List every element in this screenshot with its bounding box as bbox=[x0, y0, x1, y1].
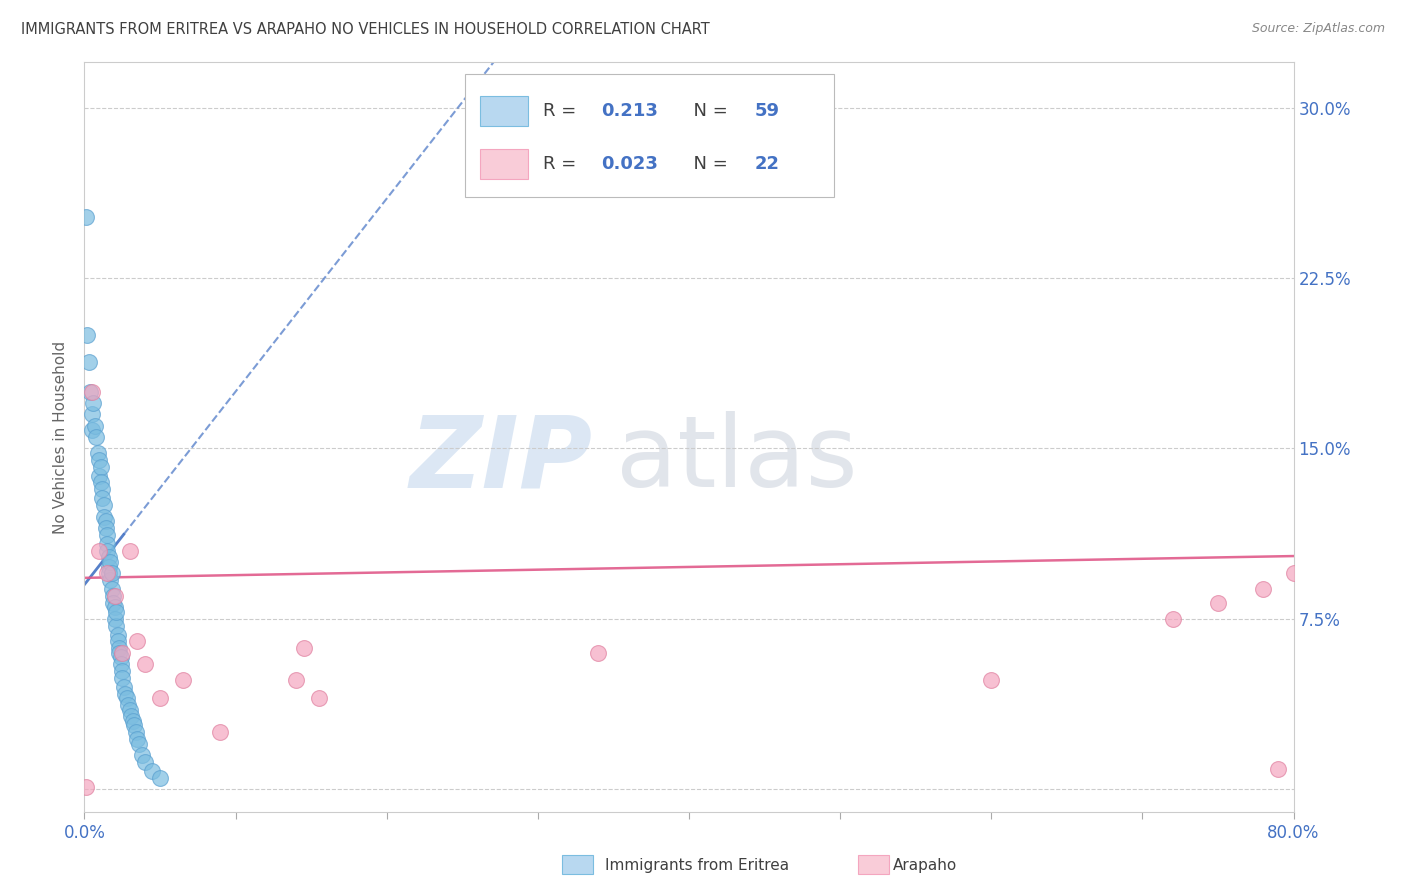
Point bbox=[80, 408, 103, 422]
Point bbox=[118, 543, 141, 558]
Point bbox=[94, 514, 117, 528]
Point bbox=[127, 732, 149, 747]
Point bbox=[97, 559, 120, 574]
Point bbox=[120, 709, 142, 723]
Point bbox=[90, 459, 112, 474]
Point bbox=[141, 764, 163, 778]
Point bbox=[97, 550, 120, 565]
Point bbox=[79, 384, 101, 399]
Point bbox=[111, 664, 134, 678]
Point bbox=[76, 327, 98, 342]
Text: R =: R = bbox=[543, 103, 582, 120]
Text: N =: N = bbox=[682, 103, 733, 120]
Point bbox=[292, 641, 315, 656]
Point bbox=[89, 468, 111, 483]
Point bbox=[112, 680, 135, 694]
Point bbox=[77, 355, 100, 369]
Point bbox=[122, 718, 145, 732]
Point bbox=[104, 612, 127, 626]
Point bbox=[111, 671, 134, 685]
Point bbox=[131, 747, 153, 762]
Point bbox=[101, 596, 124, 610]
Point bbox=[588, 646, 610, 660]
Point bbox=[172, 673, 194, 687]
Point bbox=[96, 543, 118, 558]
Point bbox=[93, 509, 115, 524]
Point bbox=[108, 646, 131, 660]
Point bbox=[149, 771, 172, 785]
Text: atlas: atlas bbox=[616, 411, 858, 508]
Text: R =: R = bbox=[543, 154, 582, 172]
Text: ZIP: ZIP bbox=[409, 411, 592, 508]
Point bbox=[107, 627, 129, 641]
Point bbox=[98, 555, 121, 569]
Point bbox=[97, 566, 120, 581]
Point bbox=[118, 702, 141, 716]
Text: Immigrants from Eritrea: Immigrants from Eritrea bbox=[605, 858, 789, 872]
Point bbox=[111, 646, 134, 660]
Point bbox=[128, 737, 150, 751]
Point bbox=[90, 475, 112, 490]
Point bbox=[117, 698, 139, 712]
Point bbox=[107, 634, 129, 648]
Text: IMMIGRANTS FROM ERITREA VS ARAPAHO NO VEHICLES IN HOUSEHOLD CORRELATION CHART: IMMIGRANTS FROM ERITREA VS ARAPAHO NO VE… bbox=[21, 22, 710, 37]
Point bbox=[80, 384, 103, 399]
Point bbox=[1206, 596, 1229, 610]
Text: 22: 22 bbox=[754, 154, 779, 172]
Point bbox=[127, 634, 149, 648]
Point bbox=[87, 446, 110, 460]
Point bbox=[104, 589, 127, 603]
Text: 0.023: 0.023 bbox=[600, 154, 658, 172]
Y-axis label: No Vehicles in Household: No Vehicles in Household bbox=[53, 341, 69, 533]
Point bbox=[980, 673, 1002, 687]
Point bbox=[115, 691, 138, 706]
Point bbox=[1267, 762, 1289, 776]
Point bbox=[98, 573, 121, 587]
FancyBboxPatch shape bbox=[479, 149, 529, 178]
Point bbox=[80, 423, 103, 437]
FancyBboxPatch shape bbox=[479, 96, 529, 126]
Point bbox=[93, 498, 115, 512]
Point bbox=[105, 618, 128, 632]
Point bbox=[110, 657, 132, 672]
Point bbox=[105, 605, 128, 619]
Point bbox=[89, 452, 111, 467]
Point bbox=[84, 418, 107, 433]
Point bbox=[91, 483, 114, 497]
Point bbox=[96, 566, 118, 581]
Point bbox=[1161, 612, 1184, 626]
Point bbox=[114, 687, 136, 701]
Point bbox=[134, 755, 156, 769]
Text: Arapaho: Arapaho bbox=[893, 858, 957, 872]
Point bbox=[110, 650, 132, 665]
Point bbox=[75, 210, 97, 224]
Point bbox=[100, 582, 122, 597]
Point bbox=[149, 691, 172, 706]
Point bbox=[89, 543, 111, 558]
Point bbox=[101, 589, 124, 603]
Point bbox=[75, 780, 97, 794]
Point bbox=[209, 725, 232, 739]
Text: 59: 59 bbox=[754, 103, 779, 120]
Point bbox=[96, 527, 118, 541]
Point bbox=[1282, 566, 1305, 581]
Text: N =: N = bbox=[682, 154, 733, 172]
Point bbox=[82, 396, 104, 410]
Point bbox=[91, 491, 114, 506]
Point bbox=[104, 600, 127, 615]
Text: 0.213: 0.213 bbox=[600, 103, 658, 120]
Text: Source: ZipAtlas.com: Source: ZipAtlas.com bbox=[1251, 22, 1385, 36]
Point bbox=[86, 430, 108, 444]
Point bbox=[100, 566, 122, 581]
Point bbox=[125, 725, 148, 739]
Point bbox=[308, 691, 330, 706]
Point bbox=[121, 714, 143, 728]
Point bbox=[1253, 582, 1275, 597]
Point bbox=[108, 641, 131, 656]
Point bbox=[94, 521, 117, 535]
Point bbox=[134, 657, 156, 672]
FancyBboxPatch shape bbox=[465, 74, 834, 197]
Point bbox=[96, 537, 118, 551]
Point bbox=[285, 673, 308, 687]
